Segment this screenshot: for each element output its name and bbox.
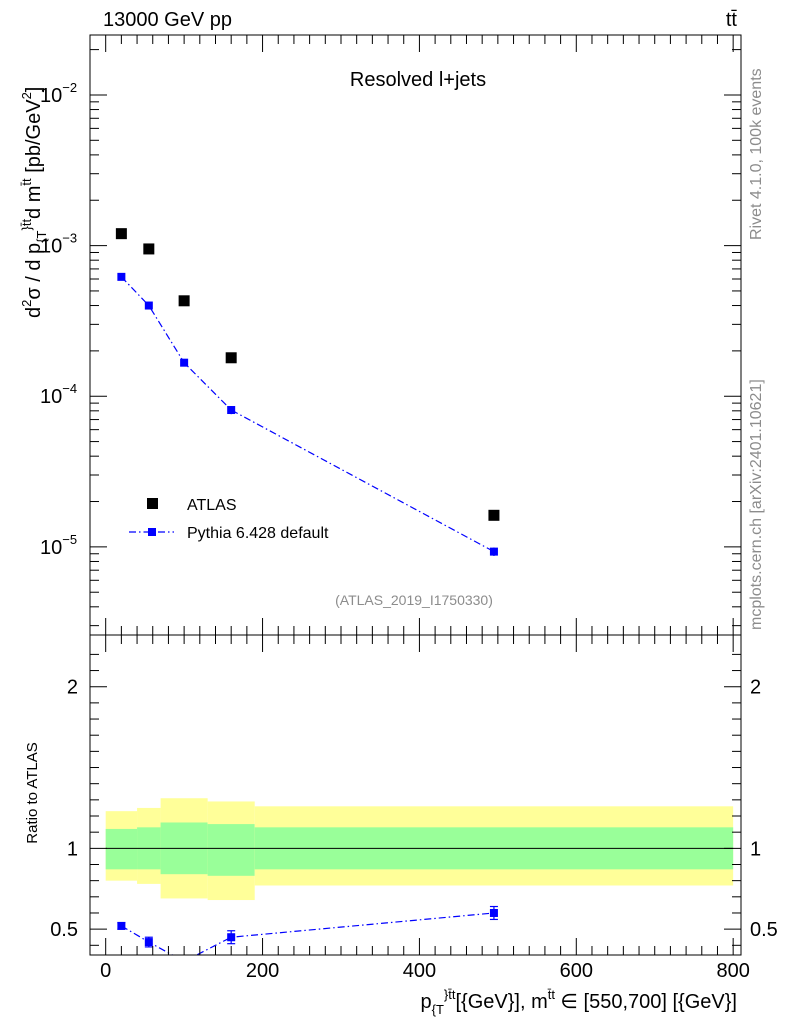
atlas-point [488,509,500,521]
x-tick-label: 800 [716,960,749,982]
legend-pythia-marker [148,528,156,536]
ratio-y-tick-label-left: 1 [67,838,78,860]
main-y-axis-label: d2σ / d p{T}t̄td mt̄t [pb/GeV2] [19,87,49,318]
legend-atlas-marker [147,498,158,509]
ratio-point [117,921,126,930]
main-y-tick-label: 10−4 [40,381,77,408]
main-panel: 10−5 10−4 10−3 10−2 Resolved l+jets (ATLAS_… [19,34,742,636]
ratio-point [180,957,188,965]
atlas-point [178,295,190,307]
legend-atlas-label: ATLAS [187,497,237,514]
ratio-point [144,938,153,947]
process-label: tt̄ [726,9,738,31]
x-tick-label: 600 [560,960,593,982]
atlas-point [225,352,237,364]
ratio-bands [105,798,734,901]
analysis-id: (ATLAS_2019_I1750330) [335,592,493,608]
legend-pythia-label: Pythia 6.428 default [187,525,329,542]
ratio-band-inner [207,824,255,876]
ratio-y-tick-label-right: 2 [750,677,761,699]
main-y-tick-labels: 10−5 10−4 10−3 10−2 [40,80,77,559]
pythia-point [180,358,189,367]
atlas-point [115,228,127,240]
x-axis-label: p{T}t̄t[{GeV}], mt̄t ∈ [550,700] [{GeV}] [421,987,738,1017]
main-ticks [90,35,741,635]
main-y-tick-label: 10−2 [40,80,77,107]
legend: ATLAS Pythia 6.428 default [129,497,329,542]
ratio-line [121,912,494,955]
rivet-label: Rivet 4.1.0, 100k events [748,68,765,240]
x-tick-label: 200 [246,960,279,982]
ratio-y-tick-label-right: 1 [750,838,761,860]
atlas-point [143,243,155,255]
ratio-y-axis-label: Ratio to ATLAS [24,742,41,843]
energy-label: 13000 GeV pp [103,9,232,31]
ratio-series [117,905,498,965]
source-label: mcplots.cern.ch [arXiv:2401.10621] [748,379,765,630]
pythia-point [117,272,126,281]
ratio-point [489,908,498,917]
pythia-point [227,406,236,415]
ratio-panel: 0.5 0.5 1 1 2 2 0 200 400 600 800 Ratio to ATLAS p… [24,634,778,1017]
main-y-tick-label: 10−3 [40,231,77,258]
main-series [115,228,500,556]
ratio-tick-labels: 0.5 0.5 1 1 2 2 0 200 400 600 800 [50,677,778,982]
pythia-point [489,547,498,556]
ratio-ticks [90,635,741,955]
main-y-tick-label: 10−5 [40,532,77,559]
ratio-y-tick-label-right: 0.5 [750,919,778,941]
ratio-band-inner [105,828,138,870]
pythia-point [144,301,153,310]
main-frame [89,34,742,636]
chart-title: Resolved l+jets [350,69,486,91]
ratio-point [227,933,236,942]
pythia-line [120,276,495,553]
x-tick-label: 400 [403,960,436,982]
ratio-y-tick-label-left: 0.5 [50,919,78,941]
ratio-frame [89,634,742,956]
ratio-y-tick-label-left: 2 [67,677,78,699]
x-tick-label: 0 [100,960,111,982]
